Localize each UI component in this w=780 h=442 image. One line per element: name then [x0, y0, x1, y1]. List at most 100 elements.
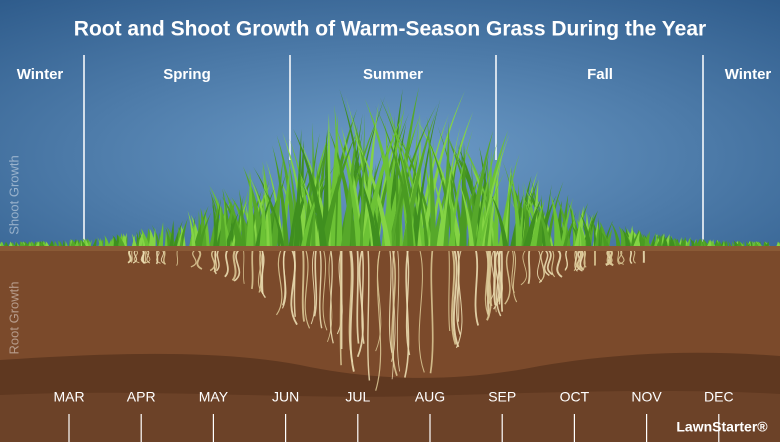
month-axis: MAR APR MAY JUN JUL AUG SEP OCT NOV DEC: [53, 389, 734, 442]
grass-blade: [334, 123, 363, 250]
grass-blade: [282, 131, 309, 250]
season-label: Fall: [587, 66, 613, 83]
grass-blade: [139, 230, 147, 250]
root: [574, 249, 578, 272]
grass-blade: [151, 224, 162, 250]
root: [543, 249, 550, 277]
root: [418, 249, 425, 373]
root: [310, 249, 316, 325]
root: [474, 249, 480, 326]
month-label: MAY: [199, 389, 229, 405]
root: [156, 249, 161, 264]
month-label: NOV: [631, 389, 662, 405]
root: [538, 249, 545, 283]
root: [276, 249, 283, 316]
root: [504, 249, 511, 305]
season-label: Spring: [163, 66, 211, 83]
grass-blade: [221, 196, 244, 250]
grass-blade: [361, 102, 379, 250]
grass-blade: [245, 169, 254, 250]
root: [618, 249, 624, 265]
root: [261, 249, 264, 295]
root: [215, 249, 220, 272]
root: [629, 249, 632, 264]
month-label: SEP: [488, 389, 516, 405]
month-label: AUG: [415, 389, 445, 405]
root: [243, 249, 245, 284]
grass-blade: [459, 142, 467, 250]
root: [367, 249, 371, 381]
grass-blade: [439, 125, 461, 250]
grass-blade: [218, 205, 227, 250]
grass-blade: [351, 132, 392, 250]
grass-blade: [293, 128, 302, 250]
root: [500, 249, 504, 312]
grass-blade: [398, 150, 414, 250]
root: [546, 249, 554, 276]
grass-blade: [517, 196, 525, 250]
grass-blade: [131, 233, 138, 250]
title: Root and Shoot Growth of Warm-Season Gra…: [74, 18, 706, 41]
season-label: Winter: [17, 66, 64, 83]
root: [144, 249, 147, 264]
soil-surface: [0, 246, 780, 251]
root: [448, 249, 451, 332]
axis-label: Root Growth: [6, 282, 21, 355]
root: [322, 249, 328, 331]
grass-blade: [445, 130, 479, 250]
root: [577, 249, 584, 271]
grass-blade: [238, 188, 247, 250]
root: [484, 249, 490, 318]
grass-blade: [475, 138, 499, 250]
grass-blade: [259, 190, 266, 250]
root: [176, 249, 179, 266]
brand-logo: LawnStarter®: [676, 419, 768, 435]
root: [450, 249, 457, 345]
grass-blade: [610, 221, 622, 250]
grass-blade: [637, 229, 647, 250]
root: [356, 249, 360, 344]
root: [494, 249, 497, 313]
grass-blade: [164, 230, 168, 250]
root: [160, 249, 166, 265]
root: [257, 249, 264, 295]
grass-blade: [359, 112, 366, 250]
root: [498, 249, 501, 305]
root: [319, 249, 323, 329]
grass-blade: [385, 108, 427, 250]
month-label: APR: [127, 389, 156, 405]
root: [313, 249, 318, 317]
root: [301, 249, 306, 322]
soil-bottom: [0, 390, 780, 442]
root: [605, 249, 610, 265]
root: [196, 249, 203, 270]
grass-blade: [381, 103, 406, 250]
grass-blade: [580, 212, 593, 250]
root: [551, 249, 556, 278]
grass-blade: [510, 168, 522, 250]
root: [349, 249, 355, 372]
grass-blade: [172, 220, 183, 250]
month-label: DEC: [704, 389, 734, 405]
root: [224, 249, 229, 278]
root: [495, 249, 502, 317]
grass-blade: [529, 199, 545, 250]
grass-blade: [151, 227, 156, 250]
grass-blade: [458, 180, 475, 250]
month-label: OCT: [560, 389, 590, 405]
grass-blade: [486, 150, 504, 250]
root: [209, 249, 216, 272]
grass-blade: [338, 166, 360, 250]
season-label: Summer: [363, 66, 423, 83]
root: [488, 249, 493, 307]
root: [391, 249, 395, 380]
root: [293, 249, 296, 317]
grass-blade: [413, 98, 441, 251]
root: [396, 249, 400, 372]
root: [556, 249, 563, 278]
root: [404, 249, 410, 378]
root: [512, 249, 518, 303]
season-label: Winter: [725, 66, 772, 83]
root: [583, 249, 586, 269]
